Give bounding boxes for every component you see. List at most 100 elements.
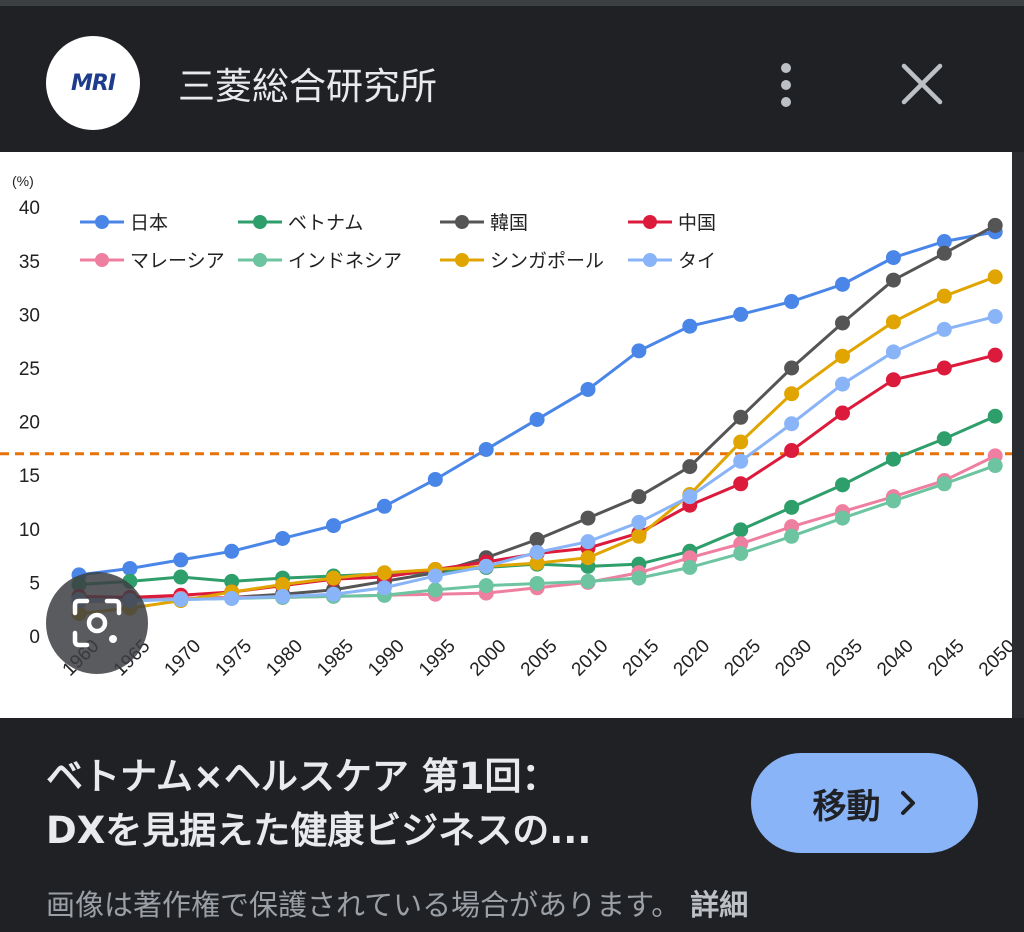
more-vert-icon[interactable] [765,52,807,118]
data-point [376,580,392,596]
top-divider [0,0,1024,6]
data-point [733,306,749,322]
site-name[interactable]: 三菱総合研究所 [178,65,437,108]
data-point [682,459,698,475]
data-point [376,565,392,581]
line-chart: (%)0510152025303540196019651970197519801… [0,173,1020,681]
viewer-header: MRI 三菱総合研究所 [0,6,1024,152]
go-button-label: 移動 [812,786,881,827]
data-point [529,555,545,571]
data-point [376,498,392,514]
data-point [478,558,494,574]
data-point [173,592,189,608]
legend-swatch-dot [455,253,469,267]
site-logo[interactable]: MRI [46,36,140,130]
data-point [580,381,596,397]
y-tick-label: 35 [19,252,40,273]
data-point [733,409,749,425]
y-tick-label: 30 [19,305,40,326]
data-point [427,471,443,487]
data-point [936,431,952,447]
data-point [478,441,494,457]
legend-swatch-dot [643,253,657,267]
data-point [885,314,901,330]
y-tick-label: 20 [19,413,40,434]
scroll-edge [1012,152,1024,718]
data-point [275,588,291,604]
data-point [987,309,1003,325]
article-title-line1: ベトナム×ヘルスケア 第1回： [46,755,559,798]
x-tick-label: 2000 [466,636,511,681]
x-tick-label: 2035 [822,636,867,681]
image-preview[interactable]: (%)0510152025303540196019651970197519801… [0,152,1020,718]
data-point [173,552,189,568]
x-tick-label: 1995 [415,636,460,681]
legend-swatch-dot [253,215,267,229]
data-point [835,276,850,292]
data-point [580,550,596,566]
data-point [784,360,800,376]
data-point [529,544,545,560]
data-point [733,434,749,450]
data-point [987,269,1003,285]
data-point [326,518,341,534]
x-tick-label: 2005 [517,636,562,681]
data-point [529,575,545,591]
data-point [682,559,698,575]
data-point [885,372,901,388]
data-point [784,416,800,432]
data-point [936,234,952,250]
data-point [631,514,647,530]
y-tick-label: 40 [19,198,40,219]
y-tick-label: 5 [29,573,40,594]
data-point [784,528,800,544]
data-point [987,217,1003,233]
data-point [733,453,749,469]
data-point [885,250,901,266]
x-tick-label: 1975 [211,636,256,681]
data-point [529,532,545,548]
data-point [122,560,138,576]
x-tick-label: 2025 [720,636,765,681]
data-point [224,590,240,606]
data-point [580,510,596,526]
x-tick-label: 1980 [262,636,307,681]
data-point [885,272,901,288]
y-tick-label: 10 [19,520,40,541]
data-point [478,578,494,594]
data-point [580,573,596,589]
data-point [631,528,647,544]
legend-swatch-dot [95,215,109,229]
data-point [936,245,952,261]
data-point [885,451,901,467]
data-point [631,570,647,586]
legend-label: インドネシア [288,251,402,272]
lens-icon[interactable] [46,572,148,674]
data-point [784,443,800,459]
data-point [784,499,800,515]
legend-swatch-dot [95,253,109,267]
close-icon[interactable] [892,58,952,114]
legend-label: シンガポール [490,250,604,272]
data-point [936,321,952,337]
go-button[interactable]: 移動 [751,753,978,853]
data-point [835,477,850,493]
data-point [224,573,240,589]
data-point [987,458,1003,474]
article-title[interactable]: ベトナム×ヘルスケア 第1回： DXを見据えた健康ビジネスの... [46,750,726,858]
data-point [987,408,1003,424]
legend-label: マレーシア [130,251,225,272]
legend-swatch-dot [455,215,469,229]
data-point [835,315,850,331]
data-point [173,569,189,585]
legend-label: 韓国 [490,212,528,234]
data-point [885,493,901,509]
details-link[interactable]: 詳細 [690,888,749,922]
data-point [682,318,698,334]
data-point [835,376,850,392]
y-tick-label: 15 [19,466,40,487]
legend-label: 中国 [678,212,716,234]
data-point [733,545,749,561]
data-point [835,510,850,526]
data-point [631,343,647,359]
